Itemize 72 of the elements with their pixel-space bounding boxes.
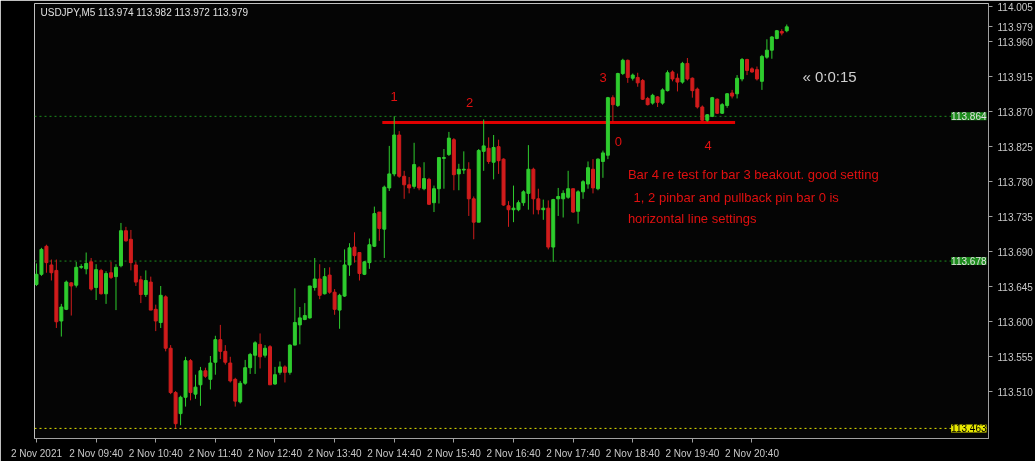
candlestick <box>104 270 109 305</box>
candlestick <box>94 263 99 301</box>
chart-title: USDJPY,M5 113.974 113.982 113.972 113.979 <box>40 6 249 18</box>
candlestick <box>506 200 511 228</box>
y-tick-label: 113.915 <box>997 71 1034 83</box>
x-tick-label: 2 Nov 11:40 <box>188 447 243 459</box>
x-tick-label: 2 Nov 14:40 <box>367 447 422 459</box>
candlestick <box>591 158 595 194</box>
candlestick <box>322 267 327 296</box>
y-tick-label: 113.960 <box>997 36 1034 48</box>
ref-line-label: 113.864 <box>951 111 987 123</box>
annotation: 0 <box>614 133 622 149</box>
x-tick-label: 2 Nov 09:40 <box>69 447 124 459</box>
candlestick <box>114 263 118 311</box>
annotation: 1, 2 pinbar and pullback pin bar 0 is <box>633 189 840 205</box>
x-tick-label: 2 Nov 12:40 <box>248 447 303 459</box>
candlestick <box>74 261 79 289</box>
candlestick <box>109 261 114 280</box>
candlestick <box>446 131 451 157</box>
candlestick <box>680 61 685 85</box>
x-tick-label: 2 Nov 20:40 <box>725 447 780 459</box>
y-tick-label: 113.825 <box>997 141 1034 153</box>
candlestick <box>491 134 496 180</box>
candlestick <box>258 332 263 369</box>
candlestick <box>556 187 561 217</box>
annotation: horizontal line settings <box>627 211 758 227</box>
candlestick <box>571 188 576 214</box>
candlestick <box>277 360 282 376</box>
y-tick-label: 113.600 <box>997 316 1034 328</box>
annotation: 4 <box>704 137 712 153</box>
candlestick <box>412 142 417 190</box>
annotation: 3 <box>599 69 607 85</box>
x-tick-label: 2 Nov 2021 <box>10 447 63 459</box>
y-tick-label: 114.005 <box>997 1 1034 13</box>
candlestick <box>143 269 148 298</box>
candlestick <box>44 244 49 274</box>
candlestick <box>128 229 133 271</box>
y-tick-label: 113.690 <box>997 246 1034 258</box>
annotation: Bar 4 re test for bar 3 beakout. good setting <box>627 166 879 182</box>
x-tick-label: 2 Nov 17:40 <box>546 447 601 459</box>
x-tick-label: 2 Nov 18:40 <box>605 447 661 459</box>
ref-line-label: 113.463 <box>951 423 987 435</box>
candlestick <box>422 161 427 191</box>
candlestick <box>282 364 287 383</box>
candlestick <box>377 211 382 242</box>
x-tick-label: 2 Nov 15:40 <box>426 447 482 459</box>
candlestick <box>461 150 466 175</box>
x-tick-label: 2 Nov 10:40 <box>128 447 184 459</box>
candlestick <box>417 165 422 191</box>
y-tick-label: 113.555 <box>997 351 1034 363</box>
candlestick <box>99 268 104 296</box>
x-tick-label: 2 Nov 19:40 <box>665 447 720 459</box>
candlestick <box>193 374 198 400</box>
annotation: 1 <box>390 88 398 104</box>
y-tick-label: 113.510 <box>997 386 1034 398</box>
candlestick <box>317 263 322 300</box>
candlestick <box>198 366 203 407</box>
annotation: « 0:0:15 <box>802 67 857 85</box>
y-tick-label: 113.979 <box>997 21 1034 33</box>
annotation: 2 <box>465 95 474 111</box>
x-tick-label: 2 Nov 16:40 <box>486 447 541 459</box>
candlestick <box>486 136 491 165</box>
candlestick <box>441 148 446 190</box>
ref-line-label: 113.678 <box>951 256 987 268</box>
candlestick <box>218 324 223 360</box>
y-tick-label: 113.780 <box>997 176 1034 188</box>
x-tick-label: 2 Nov 13:40 <box>307 447 363 459</box>
y-tick-label: 113.735 <box>997 211 1034 223</box>
candlestick <box>69 281 74 317</box>
y-tick-label: 113.645 <box>997 281 1034 293</box>
y-tick-label: 113.870 <box>997 106 1034 118</box>
candlestick <box>610 94 615 123</box>
